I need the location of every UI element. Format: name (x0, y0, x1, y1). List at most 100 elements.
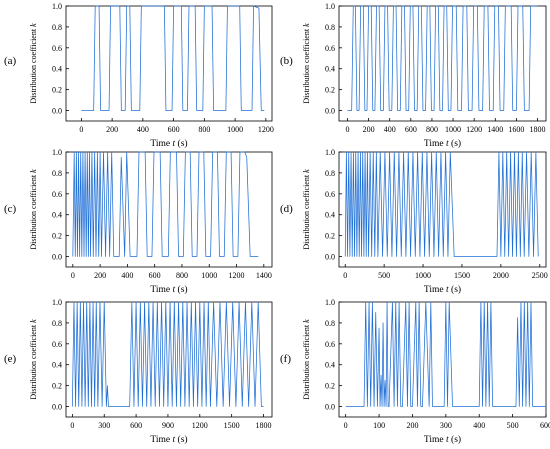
x-tick-label: 1000 (445, 125, 461, 134)
x-tick-label: 1000 (227, 125, 243, 134)
x-axis-unit: (s) (449, 138, 461, 149)
x-tick-label: 500 (378, 271, 390, 280)
y-axis-variable: k (29, 319, 38, 323)
panel-e: 0 300 600 900 1200 1500 1800 0.0 0.2 0.4 0.6 0.8 1.0… (4, 298, 273, 445)
x-tick-label: 1200 (192, 421, 208, 430)
x-tick-label: 800 (176, 271, 188, 280)
y-axis-title: Distribution coefficient k (29, 319, 38, 400)
x-tick-label: 600 (540, 421, 550, 430)
x-tick-label: 0 (71, 271, 75, 280)
x-tick-label: 0 (345, 125, 349, 134)
y-tick-label: 0.8 (325, 169, 335, 178)
x-axis-variable: t (446, 435, 449, 445)
x-axis-title: Time t (s) (424, 138, 461, 149)
y-tick-label: 1.0 (325, 2, 335, 11)
y-axis-title-text: Distribution coefficient (302, 323, 311, 400)
y-axis-title: Distribution coefficient k (302, 169, 311, 250)
y-tick-label: 0.8 (325, 319, 335, 328)
panel-f: 0 100 200 300 400 500 600 0.0 0.2 0.4 0.6 0.8 1.0 Tim… (280, 298, 550, 445)
y-tick-label: 1.0 (52, 2, 62, 11)
series-line (344, 151, 539, 257)
x-tick-label: 0 (343, 271, 347, 280)
y-tick-label: 0.2 (325, 382, 335, 391)
y-axis-title: Distribution coefficient k (29, 23, 38, 104)
y-tick-label: 1.0 (325, 148, 335, 157)
y-tick-label: 0.4 (325, 211, 335, 220)
x-tick-label: 900 (162, 421, 174, 430)
y-axis-title-text: Distribution coefficient (29, 27, 38, 104)
x-axis-unit: (s) (175, 434, 187, 445)
y-axis-title: Distribution coefficient k (302, 23, 311, 104)
x-tick-label: 400 (137, 125, 149, 134)
y-tick-label: 0.8 (325, 23, 335, 32)
x-axis-variable: t (173, 139, 176, 149)
y-tick-label: 0.2 (52, 86, 62, 95)
y-tick-label: 0.4 (325, 65, 335, 74)
y-axis-variable: k (302, 169, 311, 173)
y-tick-label: 1.0 (52, 298, 62, 307)
y-axis-title-text: Distribution coefficient (29, 173, 38, 250)
panel-label: (e) (4, 353, 17, 365)
axes-frame (65, 301, 273, 418)
axes-frame (338, 301, 547, 418)
x-tick-label: 600 (168, 125, 180, 134)
panel-b: 0 200 400 600 800 1000 1200 1400 1600 1800 0.0 0.2 0… (280, 2, 547, 149)
y-tick-label: 0.0 (325, 253, 335, 262)
x-axis-title-text: Time (424, 285, 446, 295)
x-axis-unit: (s) (449, 284, 461, 295)
x-tick-label: 0 (70, 421, 74, 430)
panel-a: 0 200 400 600 800 1000 1200 0.0 0.2 0.4 0.6 0.8 1.0 T… (4, 2, 274, 149)
y-tick-label: 0.2 (325, 232, 335, 241)
x-tick-label: 0 (79, 125, 83, 134)
x-axis-title-text: Time (150, 285, 172, 295)
y-tick-label: 0.6 (325, 340, 335, 349)
y-tick-label: 0.4 (52, 65, 62, 74)
x-axis-title-text: Time (150, 139, 172, 149)
x-tick-label: 0 (344, 421, 348, 430)
x-axis-title: Time t (s) (150, 284, 187, 295)
panel-label: (f) (280, 353, 291, 365)
x-tick-label: 1200 (258, 125, 274, 134)
y-tick-label: 0.0 (52, 253, 62, 262)
panel-d: 0 500 1000 1500 2000 2500 0.0 0.2 0.4 0.6 0.8 1.0 Ti… (280, 148, 548, 295)
panel-c: 0 200 400 600 800 1000 1200 1400 0.0 0.2 0.4 0.6 0.8… (4, 148, 273, 295)
x-tick-label: 600 (405, 125, 417, 134)
x-tick-label: 1800 (256, 421, 272, 430)
x-tick-label: 200 (106, 125, 118, 134)
x-axis-title-text: Time (424, 139, 446, 149)
x-tick-label: 2000 (493, 271, 509, 280)
y-tick-label: 0.8 (52, 319, 62, 328)
x-tick-label: 2500 (532, 271, 548, 280)
y-axis-variable: k (29, 23, 38, 27)
y-tick-label: 0.2 (52, 232, 62, 241)
y-tick-label: 0.8 (52, 23, 62, 32)
x-axis-title: Time t (s) (424, 284, 461, 295)
y-axis-title: Distribution coefficient k (302, 319, 311, 400)
x-tick-label: 600 (149, 271, 161, 280)
x-tick-label: 1600 (508, 125, 524, 134)
y-tick-label: 0.4 (52, 361, 62, 370)
y-axis-variable: k (302, 23, 311, 27)
y-tick-label: 0.0 (52, 107, 62, 116)
y-tick-label: 0.6 (325, 190, 335, 199)
axes-frame (65, 151, 273, 268)
x-tick-label: 1000 (415, 271, 431, 280)
x-tick-label: 300 (98, 421, 110, 430)
x-axis-variable: t (173, 435, 176, 445)
axes-frame (65, 5, 273, 122)
x-tick-label: 100 (373, 421, 385, 430)
x-axis-title-text: Time (424, 435, 446, 445)
axes-frame (338, 151, 547, 268)
y-tick-label: 0.0 (52, 403, 62, 412)
panel-label: (c) (4, 203, 17, 215)
x-tick-label: 1400 (487, 125, 503, 134)
x-tick-label: 200 (94, 271, 106, 280)
panel-label: (d) (280, 203, 293, 215)
x-tick-label: 1200 (466, 125, 482, 134)
y-axis-variable: k (29, 169, 38, 173)
x-tick-label: 1000 (201, 271, 217, 280)
y-tick-label: 0.6 (52, 190, 62, 199)
x-axis-variable: t (446, 139, 449, 149)
y-tick-label: 0.6 (52, 340, 62, 349)
